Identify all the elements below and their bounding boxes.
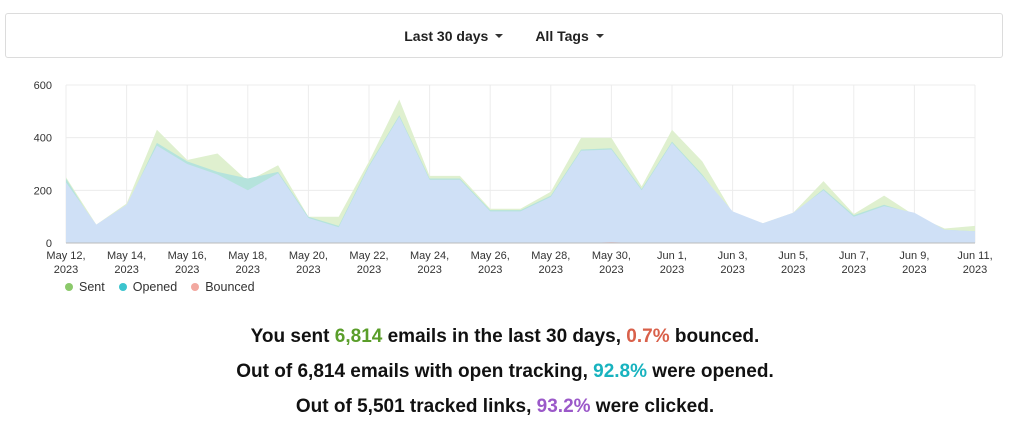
x-tick-label: May 30, 2023 <box>592 250 631 276</box>
legend-label-sent: Sent <box>79 280 105 294</box>
summary-text: Out of 6,814 emails with open tracking, <box>236 361 594 382</box>
y-tick-label: 200 <box>34 185 52 197</box>
date-range-label: Last 30 days <box>404 27 489 44</box>
area-clicked <box>66 116 975 243</box>
x-tick-label: May 28, 2023 <box>531 250 570 276</box>
x-tick-label: May 24, 2023 <box>410 250 449 276</box>
y-tick-label: 0 <box>46 238 52 250</box>
x-tick-label: Jun 7, 2023 <box>839 250 869 276</box>
axes: 0 200 400 600 May 12, 2023 May 14, 2023 May 16, 2… <box>34 80 993 276</box>
opened-dot-icon <box>118 283 127 291</box>
filter-bar: Last 30 days All Tags <box>5 13 1003 58</box>
x-tick-label: Jun 1, 2023 <box>657 250 687 276</box>
area-series <box>66 99 975 243</box>
legend-item-bounced[interactable]: Bounced <box>191 280 255 294</box>
legend-label-opened: Opened <box>132 280 178 294</box>
tags-dropdown[interactable]: All Tags <box>535 27 604 44</box>
x-tick-label: Jun 11, 2023 <box>957 250 992 276</box>
summary-click-line: Out of 5,501 tracked links, 93.2% were c… <box>0 389 1010 424</box>
summary-text: emails in the last 30 days, <box>382 326 627 347</box>
legend-label-bounced: Bounced <box>205 280 255 294</box>
date-range-dropdown[interactable]: Last 30 days <box>404 27 504 44</box>
chevron-down-icon <box>495 33 504 38</box>
y-tick-label: 600 <box>34 80 52 92</box>
summary-sent-line: You sent 6,814 emails in the last 30 day… <box>0 319 1010 354</box>
tags-label: All Tags <box>535 27 589 44</box>
summary: You sent 6,814 emails in the last 30 day… <box>0 319 1010 424</box>
x-tick-label: May 26, 2023 <box>471 250 510 276</box>
summary-text: were opened. <box>647 361 774 382</box>
x-tick-label: May 12, 2023 <box>46 250 85 276</box>
click-rate: 93.2% <box>536 396 591 417</box>
summary-text: Out of 5,501 tracked links, <box>295 396 537 417</box>
legend-item-sent[interactable]: Sent <box>65 280 105 294</box>
x-tick-label: May 16, 2023 <box>168 250 207 276</box>
y-tick-label: 400 <box>34 133 52 145</box>
email-activity-chart: 0 200 400 600 May 12, 2023 May 14, 2023 May 16, 2… <box>34 80 993 276</box>
x-tick-label: May 18, 2023 <box>228 250 267 276</box>
x-tick-label: May 20, 2023 <box>289 250 328 276</box>
legend-item-opened[interactable]: Opened <box>118 280 178 294</box>
chevron-down-icon <box>595 33 604 38</box>
bounce-rate: 0.7% <box>626 326 670 347</box>
sent-dot-icon <box>65 283 73 291</box>
summary-open-line: Out of 6,814 emails with open tracking, … <box>0 354 1010 389</box>
chart-legend: Sent Opened Bounced <box>65 280 255 294</box>
x-tick-label: May 14, 2023 <box>107 250 146 276</box>
summary-text: You sent <box>250 326 335 347</box>
x-tick-label: Jun 3, 2023 <box>718 250 748 276</box>
x-tick-label: Jun 9, 2023 <box>899 250 929 276</box>
summary-text: were clicked. <box>590 396 715 417</box>
bounced-dot-icon <box>191 283 200 291</box>
summary-text: bounced. <box>669 326 760 347</box>
x-tick-label: May 22, 2023 <box>349 250 388 276</box>
sent-count: 6,814 <box>334 326 383 347</box>
x-tick-label: Jun 5, 2023 <box>778 250 808 276</box>
open-rate: 92.8% <box>593 361 648 382</box>
